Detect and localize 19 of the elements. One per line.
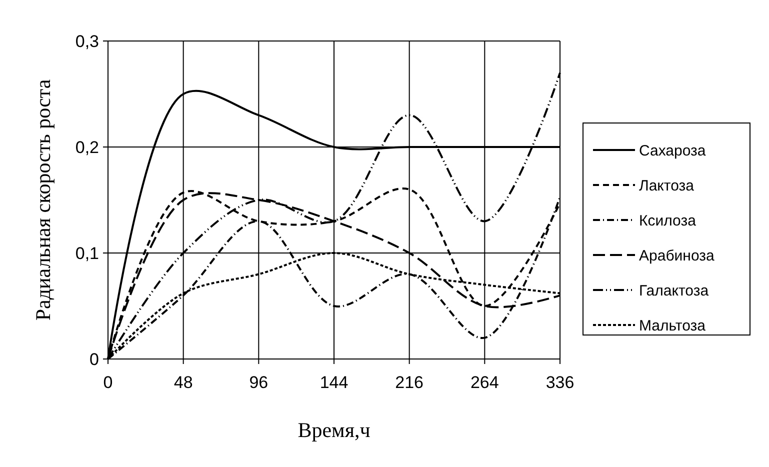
y-tick-label: 0,1 [75,244,99,263]
legend-label: Галактоза [639,282,710,300]
x-axis-title: Время,ч [298,418,371,442]
legend-label: Мальтоза [639,317,706,334]
legend-label: Арабиноза [639,247,715,264]
x-tick-label: 48 [174,373,193,392]
x-tick-label: 0 [103,373,113,392]
y-tick-label: 0,3 [75,32,99,51]
x-tick-label: 336 [546,373,574,392]
x-tick-label: 144 [320,373,348,392]
y-tick-label: 0 [90,350,99,369]
x-tick-label: 264 [470,373,499,392]
legend-label: Ксилоза [639,212,697,230]
x-tick-label: 96 [249,373,268,392]
legend-label: Сахароза [639,142,706,160]
x-tick-label: 216 [395,373,424,392]
y-tick-label: 0,2 [75,138,99,157]
y-axis-title: Радиальная скорость роста [31,78,55,321]
legend-label: Лактоза [639,177,695,194]
